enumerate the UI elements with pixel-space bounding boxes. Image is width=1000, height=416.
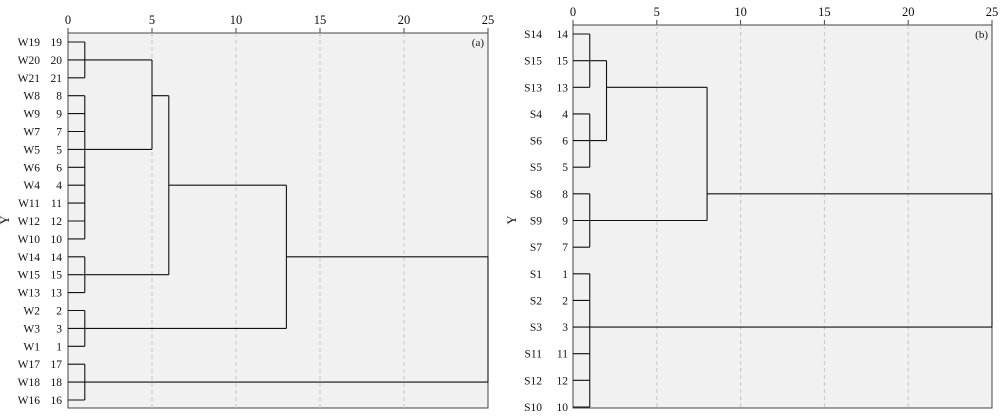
leaf-number-label: 12: [557, 375, 569, 387]
leaf-number-label: 1: [56, 341, 62, 353]
leaf-number-label: 6: [56, 162, 62, 174]
leaf-name-label: S15: [524, 56, 542, 68]
leaf-number-label: 9: [562, 216, 568, 228]
leaf-number-label: 17: [51, 359, 63, 371]
leaf-number-label: 9: [56, 109, 62, 121]
leaf-number-label: 8: [56, 91, 62, 103]
plot-area: [572, 24, 993, 409]
leaf-name-label: S12: [524, 375, 542, 387]
leaf-number-label: 3: [562, 322, 568, 334]
leaf-name-label: S2: [530, 295, 542, 307]
leaf-number-label: 2: [56, 306, 62, 318]
leaf-number-label: 18: [51, 377, 63, 389]
leaf-name-label: W19: [18, 37, 41, 49]
leaf-name-label: W13: [18, 288, 41, 300]
leaf-number-label: 6: [562, 136, 568, 148]
leaf-number-label: 19: [51, 37, 63, 49]
leaf-name-label: S1: [530, 269, 542, 281]
leaf-number-label: 14: [557, 29, 569, 41]
panel-label: (b): [975, 29, 988, 41]
leaf-number-label: 10: [557, 402, 569, 414]
leaf-name-label: W12: [18, 216, 41, 228]
y-axis-label: Y: [505, 215, 519, 224]
leaf-name-label: W4: [23, 180, 40, 192]
leaf-name-label: W5: [23, 144, 40, 156]
leaf-name-label: W7: [23, 127, 40, 139]
x-tick-label: 5: [149, 13, 155, 27]
leaf-number-label: 3: [56, 323, 62, 335]
leaf-number-label: 11: [557, 349, 568, 361]
leaf-number-label: 21: [51, 73, 63, 85]
panel-label: (a): [472, 37, 485, 49]
leaf-name-label: W16: [18, 395, 41, 407]
leaf-name-label: W21: [18, 73, 41, 85]
leaf-number-label: 4: [56, 180, 62, 192]
leaf-number-label: 8: [562, 189, 568, 201]
x-tick-label: 20: [902, 5, 915, 19]
leaf-name-label: W18: [18, 377, 41, 389]
leaf-name-label: W10: [18, 234, 41, 246]
dendrogram-panel-a: 0510152025(a)YW1919W2020W2121W88W99W77W5…: [0, 13, 495, 409]
leaf-number-label: 11: [51, 198, 62, 210]
leaf-name-label: W3: [23, 323, 40, 335]
leaf-name-label: W6: [23, 162, 40, 174]
leaf-number-label: 16: [51, 395, 63, 407]
leaf-name-label: S11: [525, 349, 543, 361]
leaf-name-label: S3: [530, 322, 542, 334]
leaf-name-label: W8: [23, 91, 40, 103]
x-tick-label: 20: [398, 13, 411, 27]
leaf-name-label: W1: [23, 341, 40, 353]
leaf-name-label: S9: [530, 216, 542, 228]
leaf-number-label: 5: [562, 162, 568, 174]
leaf-name-label: W17: [18, 359, 41, 371]
x-tick-label: 15: [314, 13, 327, 27]
leaf-name-label: W15: [18, 270, 41, 282]
leaf-number-label: 13: [51, 288, 63, 300]
leaf-number-label: 15: [557, 56, 569, 68]
x-tick-label: 15: [818, 5, 831, 19]
leaf-number-label: 4: [562, 109, 568, 121]
x-tick-label: 0: [65, 13, 71, 27]
x-tick-label: 5: [654, 5, 660, 19]
plot-area: [67, 32, 489, 409]
leaf-name-label: S4: [530, 109, 542, 121]
leaf-name-label: W2: [23, 306, 40, 318]
leaf-number-label: 13: [557, 82, 569, 94]
leaf-name-label: S6: [530, 136, 542, 148]
leaf-name-label: W14: [18, 252, 41, 264]
leaf-name-label: W20: [18, 55, 41, 67]
leaf-name-label: S14: [524, 29, 542, 41]
leaf-number-label: 20: [51, 55, 63, 67]
leaf-name-label: W11: [18, 198, 40, 210]
x-tick-label: 10: [230, 13, 243, 27]
leaf-name-label: S10: [524, 402, 542, 414]
leaf-name-label: S7: [530, 242, 542, 254]
x-tick-label: 10: [734, 5, 747, 19]
y-axis-label: Y: [0, 215, 12, 224]
leaf-name-label: S5: [530, 162, 542, 174]
x-tick-label: 25: [482, 13, 495, 27]
leaf-number-label: 15: [51, 270, 63, 282]
x-tick-label: 25: [986, 5, 999, 19]
leaf-number-label: 1: [562, 269, 568, 281]
leaf-number-label: 7: [562, 242, 568, 254]
leaf-name-label: W9: [23, 109, 40, 121]
leaf-name-label: S8: [530, 189, 542, 201]
leaf-number-label: 10: [51, 234, 63, 246]
leaf-number-label: 12: [51, 216, 63, 228]
leaf-number-label: 5: [56, 144, 62, 156]
leaf-name-label: S13: [524, 82, 542, 94]
x-tick-label: 0: [570, 5, 576, 19]
leaf-number-label: 7: [56, 127, 62, 139]
leaf-number-label: 2: [562, 295, 568, 307]
leaf-number-label: 14: [51, 252, 63, 264]
